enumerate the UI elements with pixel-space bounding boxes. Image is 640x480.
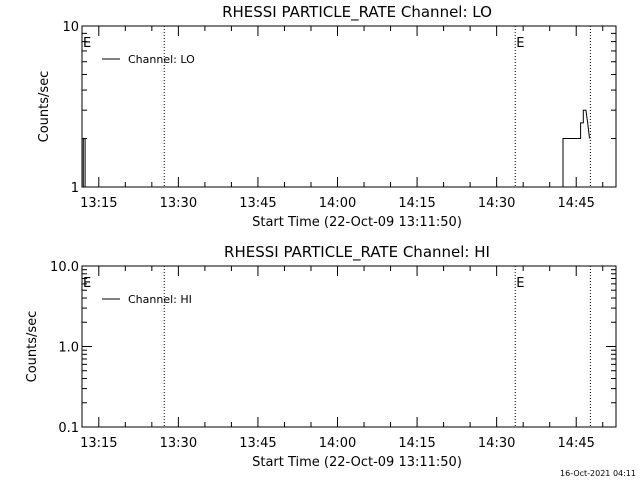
x-axis-label: Start Time (22-Oct-09 13:11:50) [252,455,462,470]
chart-title: RHESSI PARTICLE_RATE Channel: HI [224,243,490,262]
y-tick-label: 1 [71,181,79,196]
event-marker-label: E [516,276,524,291]
x-axis-label: Start Time (22-Oct-09 13:11:50) [252,215,462,230]
x-tick-label: 13:30 [160,196,197,211]
plot-frame [81,265,617,428]
x-tick-label: 13:15 [80,196,117,211]
x-tick-label: 14:00 [319,196,356,211]
chart-panel-1: RHESSI PARTICLE_RATE Channel: LO 1 10 13:15… [37,3,617,230]
event-marker-label: E [516,36,524,51]
x-tick-label: 14:15 [398,436,435,451]
y-tick-label: 1.0 [58,341,79,356]
event-marker-label: E [83,36,91,51]
chart-title: RHESSI PARTICLE_RATE Channel: LO [222,3,492,22]
legend-entry: Channel: HI [128,293,192,306]
x-tick-label: 14:30 [478,436,515,451]
chart-panel-2: RHESSI PARTICLE_RATE Channel: HI 0.1 1.0 10… [25,243,617,470]
x-tick-label: 13:45 [239,436,276,451]
timestamp: 16-Oct-2021 04:11 [560,469,636,478]
x-tick-label: 14:45 [557,196,594,211]
y-tick-label: 10.0 [50,260,79,275]
event-marker-label: E [83,276,91,291]
x-tick-label: 14:45 [557,436,594,451]
plot-frame [81,25,617,188]
y-tick-label: 0.1 [58,421,79,436]
y-axis-label: Counts/sec [25,311,40,383]
y-tick-label: 10 [62,20,79,35]
legend-entry: Channel: LO [128,53,195,66]
y-axis-label: Counts/sec [37,71,52,143]
series-line [82,109,590,188]
x-tick-label: 13:15 [80,436,117,451]
x-tick-label: 13:45 [239,196,276,211]
x-tick-label: 14:15 [398,196,435,211]
x-tick-label: 14:30 [478,196,515,211]
x-tick-label: 13:30 [160,436,197,451]
x-tick-label: 14:00 [319,436,356,451]
